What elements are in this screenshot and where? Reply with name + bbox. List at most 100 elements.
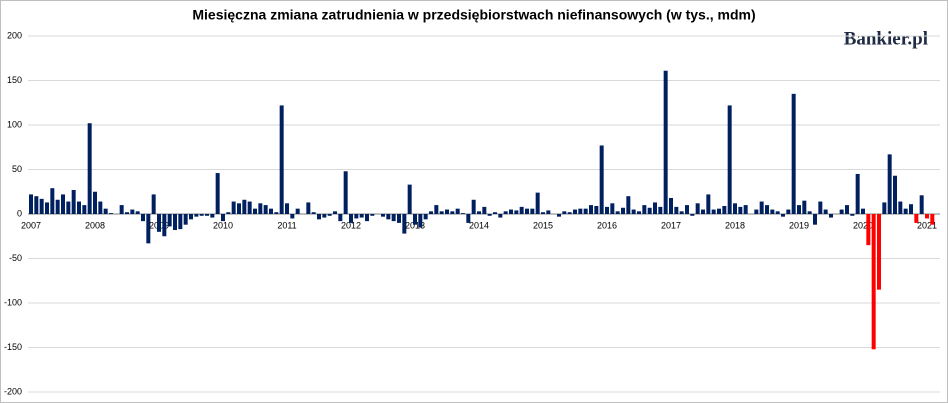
bar [626, 196, 631, 214]
chart-title: Miesięczna zmiana zatrudnienia w przedsi… [192, 7, 755, 23]
bar [514, 210, 519, 214]
bar [839, 209, 844, 214]
bar [194, 214, 199, 217]
bar [285, 203, 289, 214]
bar [322, 214, 327, 218]
y-tick-label: 50 [12, 164, 22, 174]
x-tick-label: 2012 [341, 220, 361, 230]
bar [573, 209, 577, 214]
bar [813, 214, 817, 225]
bar [258, 203, 263, 214]
bar [205, 214, 209, 216]
bar [413, 214, 417, 225]
bar [733, 203, 737, 214]
bar [615, 211, 620, 214]
bar [103, 208, 108, 214]
bar [269, 208, 273, 214]
bar [701, 209, 705, 214]
bar [290, 214, 295, 219]
bar [109, 213, 113, 214]
bar [594, 205, 599, 214]
bar [130, 209, 135, 214]
bar [365, 214, 369, 222]
y-tick-label: -150 [4, 342, 22, 352]
bar [562, 211, 567, 214]
bar [77, 201, 81, 214]
bar [706, 194, 711, 214]
bar [797, 205, 801, 214]
bar [722, 205, 727, 214]
bar [45, 202, 49, 214]
bar [690, 214, 695, 216]
bar [829, 214, 833, 218]
y-tick-label: 200 [7, 30, 22, 40]
bar [855, 173, 860, 214]
bar [845, 205, 849, 214]
bar [157, 214, 161, 232]
bar [807, 211, 812, 214]
bar [354, 214, 359, 219]
x-tick-label: 2014 [469, 220, 489, 230]
bar [434, 205, 439, 214]
bar [402, 214, 407, 234]
bar [61, 194, 65, 214]
bar [535, 192, 540, 214]
bar [541, 212, 545, 214]
bar [151, 194, 156, 214]
x-tick-label: 2008 [85, 220, 105, 230]
bar [242, 199, 247, 214]
bar [183, 214, 188, 225]
x-tick-label: 2020 [853, 220, 873, 230]
bar [146, 214, 151, 244]
y-tick-label: -100 [4, 297, 22, 307]
bar [423, 214, 428, 220]
x-tick-label: 2013 [405, 220, 425, 230]
bar [397, 214, 401, 223]
x-tick-label: 2010 [213, 220, 233, 230]
bar [802, 200, 807, 214]
bar [445, 209, 449, 214]
bar [818, 201, 823, 214]
bar [519, 206, 524, 214]
bar [791, 93, 796, 214]
bar [189, 214, 193, 220]
bar [66, 201, 71, 214]
bar [887, 154, 892, 214]
bar [477, 211, 481, 214]
x-tick-label: 2011 [277, 220, 296, 230]
bar [178, 214, 183, 230]
bar [557, 214, 561, 217]
bar [71, 189, 76, 214]
bar [359, 214, 364, 218]
bar [82, 205, 87, 214]
bar [253, 208, 257, 214]
bar [759, 201, 764, 214]
bar [210, 214, 215, 218]
bar [893, 175, 897, 214]
bar [381, 214, 385, 217]
bar [823, 209, 828, 214]
bar [333, 211, 337, 214]
bar [610, 203, 615, 214]
bar [727, 105, 732, 214]
bar [695, 203, 700, 214]
bar [605, 206, 609, 214]
bar [770, 209, 775, 214]
bar [247, 201, 252, 214]
bar [386, 214, 391, 220]
bar [578, 208, 583, 214]
bar [391, 214, 396, 222]
x-tick-label: 2015 [533, 220, 553, 230]
bar [866, 214, 871, 246]
bar [775, 211, 780, 214]
bar [125, 212, 129, 214]
bar [295, 208, 300, 214]
bar [781, 214, 785, 217]
bar [509, 209, 513, 214]
bar [546, 210, 551, 214]
bar [786, 209, 791, 214]
bar [903, 208, 908, 214]
x-tick-label: 2019 [789, 220, 809, 230]
bar [925, 214, 929, 219]
